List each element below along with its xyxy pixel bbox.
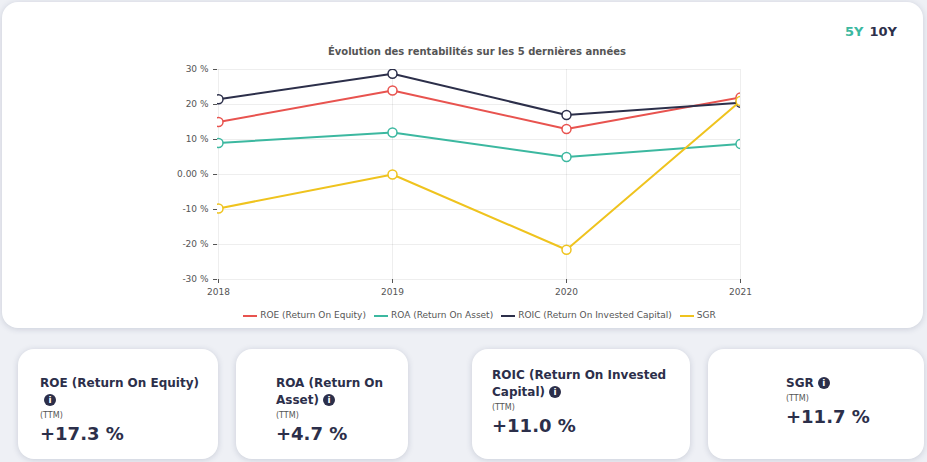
svg-text:-10 %: -10 % [182, 204, 209, 214]
svg-text:2018: 2018 [207, 287, 230, 297]
svg-text:10 %: 10 % [186, 134, 209, 144]
html-text:(TTM): (TTM) [276, 411, 299, 420]
html-text:(TTM): (TTM) [492, 403, 515, 412]
svg-text:30 %: 30 % [186, 64, 209, 74]
svg-text:2020: 2020 [555, 287, 578, 297]
html-text:i: i [48, 395, 52, 405]
svg-text:2019: 2019 [381, 287, 404, 297]
html-text:5Y 10Y: 5Y 10Y [845, 24, 897, 39]
html-text:ROE (Return On Equity): ROE (Return On Equity) [260, 310, 366, 320]
svg-text:20 %: 20 % [186, 99, 209, 109]
html-text:+11.7 %: +11.7 % [786, 406, 870, 427]
html-text:ROIC (Return On Invested Capit: ROIC (Return On Invested Capital) [492, 368, 667, 399]
svg-text:-20 %: -20 % [182, 239, 209, 249]
html-text:(TTM): (TTM) [40, 411, 63, 420]
svg-text:-30 %: -30 % [182, 274, 209, 284]
html-text:ROA (Return On Asset): ROA (Return On Asset) [276, 376, 384, 407]
html-text:SGR: SGR [696, 310, 716, 320]
html-text:ROE (Return On Equity): ROE (Return On Equity) [40, 376, 199, 390]
html-text:i: i [327, 395, 331, 405]
svg-text:2021: 2021 [729, 287, 752, 297]
svg-text:0.00 %: 0.00 % [177, 169, 209, 179]
html-text:i: i [822, 378, 826, 388]
html-text:SGR: SGR [786, 376, 814, 390]
html-text:+17.3 %: +17.3 % [40, 423, 124, 444]
html-text:+4.7 %: +4.7 % [276, 423, 348, 444]
html-text:Évolution des rentabilités sur: Évolution des rentabilités sur les 5 der… [328, 46, 626, 57]
html-text:ROA (Return On Asset): ROA (Return On Asset) [391, 310, 494, 320]
html-text:(TTM): (TTM) [786, 394, 809, 403]
html-text:ROIC (Return On Invested Capit: ROIC (Return On Invested Capital) [518, 310, 672, 320]
html-text:i: i [553, 387, 557, 397]
html-text:+11.0 %: +11.0 % [492, 415, 576, 436]
